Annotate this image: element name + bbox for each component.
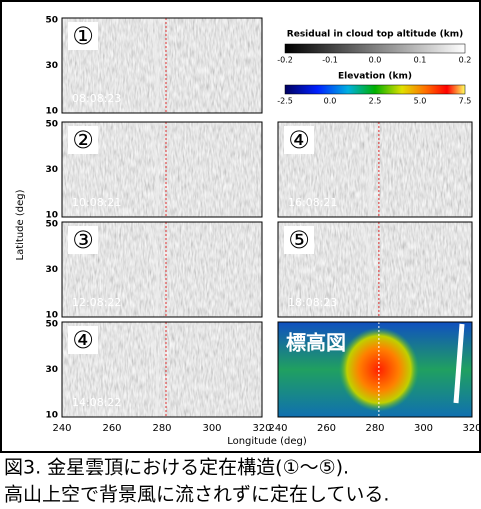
y-axis-label: Latitude (deg) <box>15 189 26 260</box>
panel-time: 12:08:22 <box>72 296 121 309</box>
colorbar <box>285 44 465 53</box>
x-tick-label: 280 <box>365 423 384 434</box>
x-tick-label: 260 <box>317 423 336 434</box>
figure: 503010503010503010503010①08:08:23②10:08:… <box>0 0 481 509</box>
x-tick-label: 260 <box>102 423 121 434</box>
panel-number: ⑤ <box>288 226 310 254</box>
x-tick-label: 320 <box>462 423 481 434</box>
caption-line: 図3. 金星雲頂における定在構造(①～⑤). <box>4 457 349 479</box>
x-tick-label: 240 <box>52 423 71 434</box>
y-tick-label: 30 <box>45 165 58 175</box>
panel-time: 10:08:21 <box>72 196 121 209</box>
panel-number: ④ <box>288 126 310 154</box>
y-tick-label: 50 <box>45 319 58 329</box>
panel-number: ④ <box>72 326 94 354</box>
panel-number: ③ <box>72 226 94 254</box>
y-tick-label: 50 <box>45 119 58 129</box>
colorbar-tick-label: 7.5 <box>459 97 472 106</box>
colorbar-tick-label: 0.2 <box>459 56 472 65</box>
caption-line: 高山上空で背景風に流されずに定在している. <box>4 484 389 506</box>
panel-number: ② <box>72 126 94 154</box>
colorbar-tick-label: -0.1 <box>322 56 338 65</box>
colorbar-tick-label: 0.0 <box>369 56 382 65</box>
y-tick-label: 30 <box>45 365 58 375</box>
y-tick-label: 10 <box>45 107 58 117</box>
y-tick-label: 50 <box>45 219 58 229</box>
panel-time: 18:08:23 <box>288 296 337 309</box>
x-tick-label: 300 <box>414 423 433 434</box>
panel-number: ① <box>72 22 94 50</box>
y-tick-label: 50 <box>45 15 58 25</box>
panel-time: 08:08:23 <box>72 92 121 105</box>
colorbar-tick-label: 5.0 <box>414 97 427 106</box>
x-tick-label: 280 <box>152 423 171 434</box>
x-axis-label: Longitude (deg) <box>227 436 307 447</box>
colorbar-tick-label: 2.5 <box>369 97 382 106</box>
colorbar-title: Residual in cloud top altitude (km) <box>287 30 463 40</box>
x-tick-label: 300 <box>202 423 221 434</box>
panel-time: 16:08:21 <box>288 196 337 209</box>
y-tick-label: 10 <box>45 411 58 421</box>
colorbar-title: Elevation (km) <box>338 72 412 82</box>
colorbar-tick-label: -2.5 <box>277 97 293 106</box>
colorbar-tick-label: 0.1 <box>414 56 427 65</box>
y-tick-label: 30 <box>45 265 58 275</box>
colorbar-tick-label: 0.0 <box>324 97 337 106</box>
x-tick-label: 240 <box>268 423 287 434</box>
colorbar <box>285 85 465 94</box>
y-tick-label: 30 <box>45 61 58 71</box>
map-label: 標高図 <box>286 331 346 355</box>
colorbar-tick-label: -0.2 <box>277 56 293 65</box>
panel-time: 14:08:22 <box>72 396 121 409</box>
